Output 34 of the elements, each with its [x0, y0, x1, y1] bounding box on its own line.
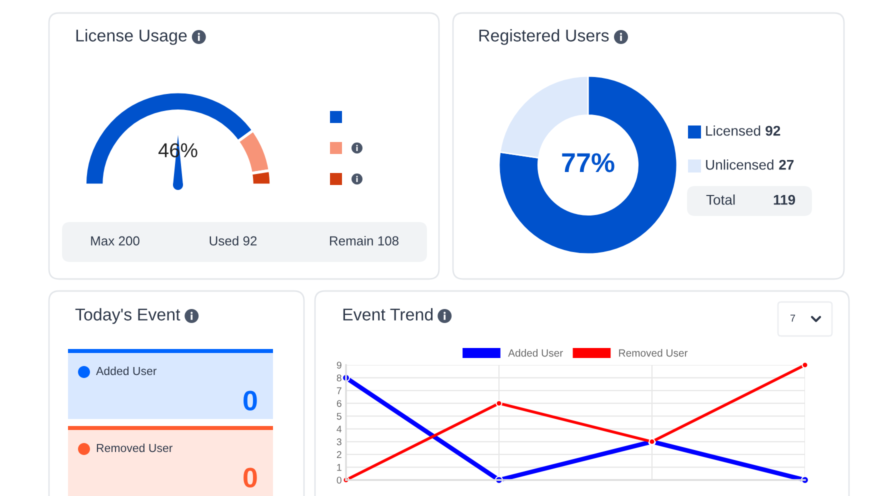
data-label: 27 — [779, 160, 794, 170]
category-label: Removed User — [96, 444, 172, 452]
data-label: 92 — [766, 126, 780, 136]
legend-label: Licensed — [706, 125, 760, 136]
y-tick-label: 1 — [337, 464, 342, 471]
text: Remain 108 — [330, 236, 398, 246]
text: Today's Event — [75, 308, 180, 324]
point — [496, 400, 502, 407]
chart-title: Event Trend — [343, 308, 433, 321]
y-tick-label: 5 — [336, 412, 342, 420]
text: 7 — [790, 314, 796, 322]
category-label: Added User — [96, 366, 157, 376]
data-label: 0 — [244, 390, 257, 411]
y-tick-label: 9 — [336, 362, 342, 369]
y-tick-label: 8 — [336, 374, 342, 382]
donut-slice — [498, 75, 678, 255]
text: Used 92 — [210, 236, 257, 246]
text: 119 — [774, 194, 796, 205]
y-tick-label: 7 — [336, 387, 342, 394]
text: Total — [706, 194, 735, 205]
legend-label: Added User — [508, 349, 563, 357]
point — [802, 362, 808, 368]
y-tick-label: 4 — [336, 426, 342, 432]
chart-title: Registered Users — [479, 29, 609, 45]
text: 77% — [562, 153, 614, 172]
legend-label: Unlicensed — [706, 159, 774, 170]
text: Max 200 — [91, 236, 140, 246]
chart-title: License Usage — [76, 29, 187, 45]
y-tick-label: 2 — [336, 451, 342, 458]
data-label: 0 — [244, 468, 257, 488]
y-tick-label: 3 — [336, 438, 342, 446]
y-tick-label: 0 — [336, 476, 342, 484]
y-tick-label: 6 — [336, 400, 342, 407]
legend-label: Removed User — [619, 349, 688, 357]
